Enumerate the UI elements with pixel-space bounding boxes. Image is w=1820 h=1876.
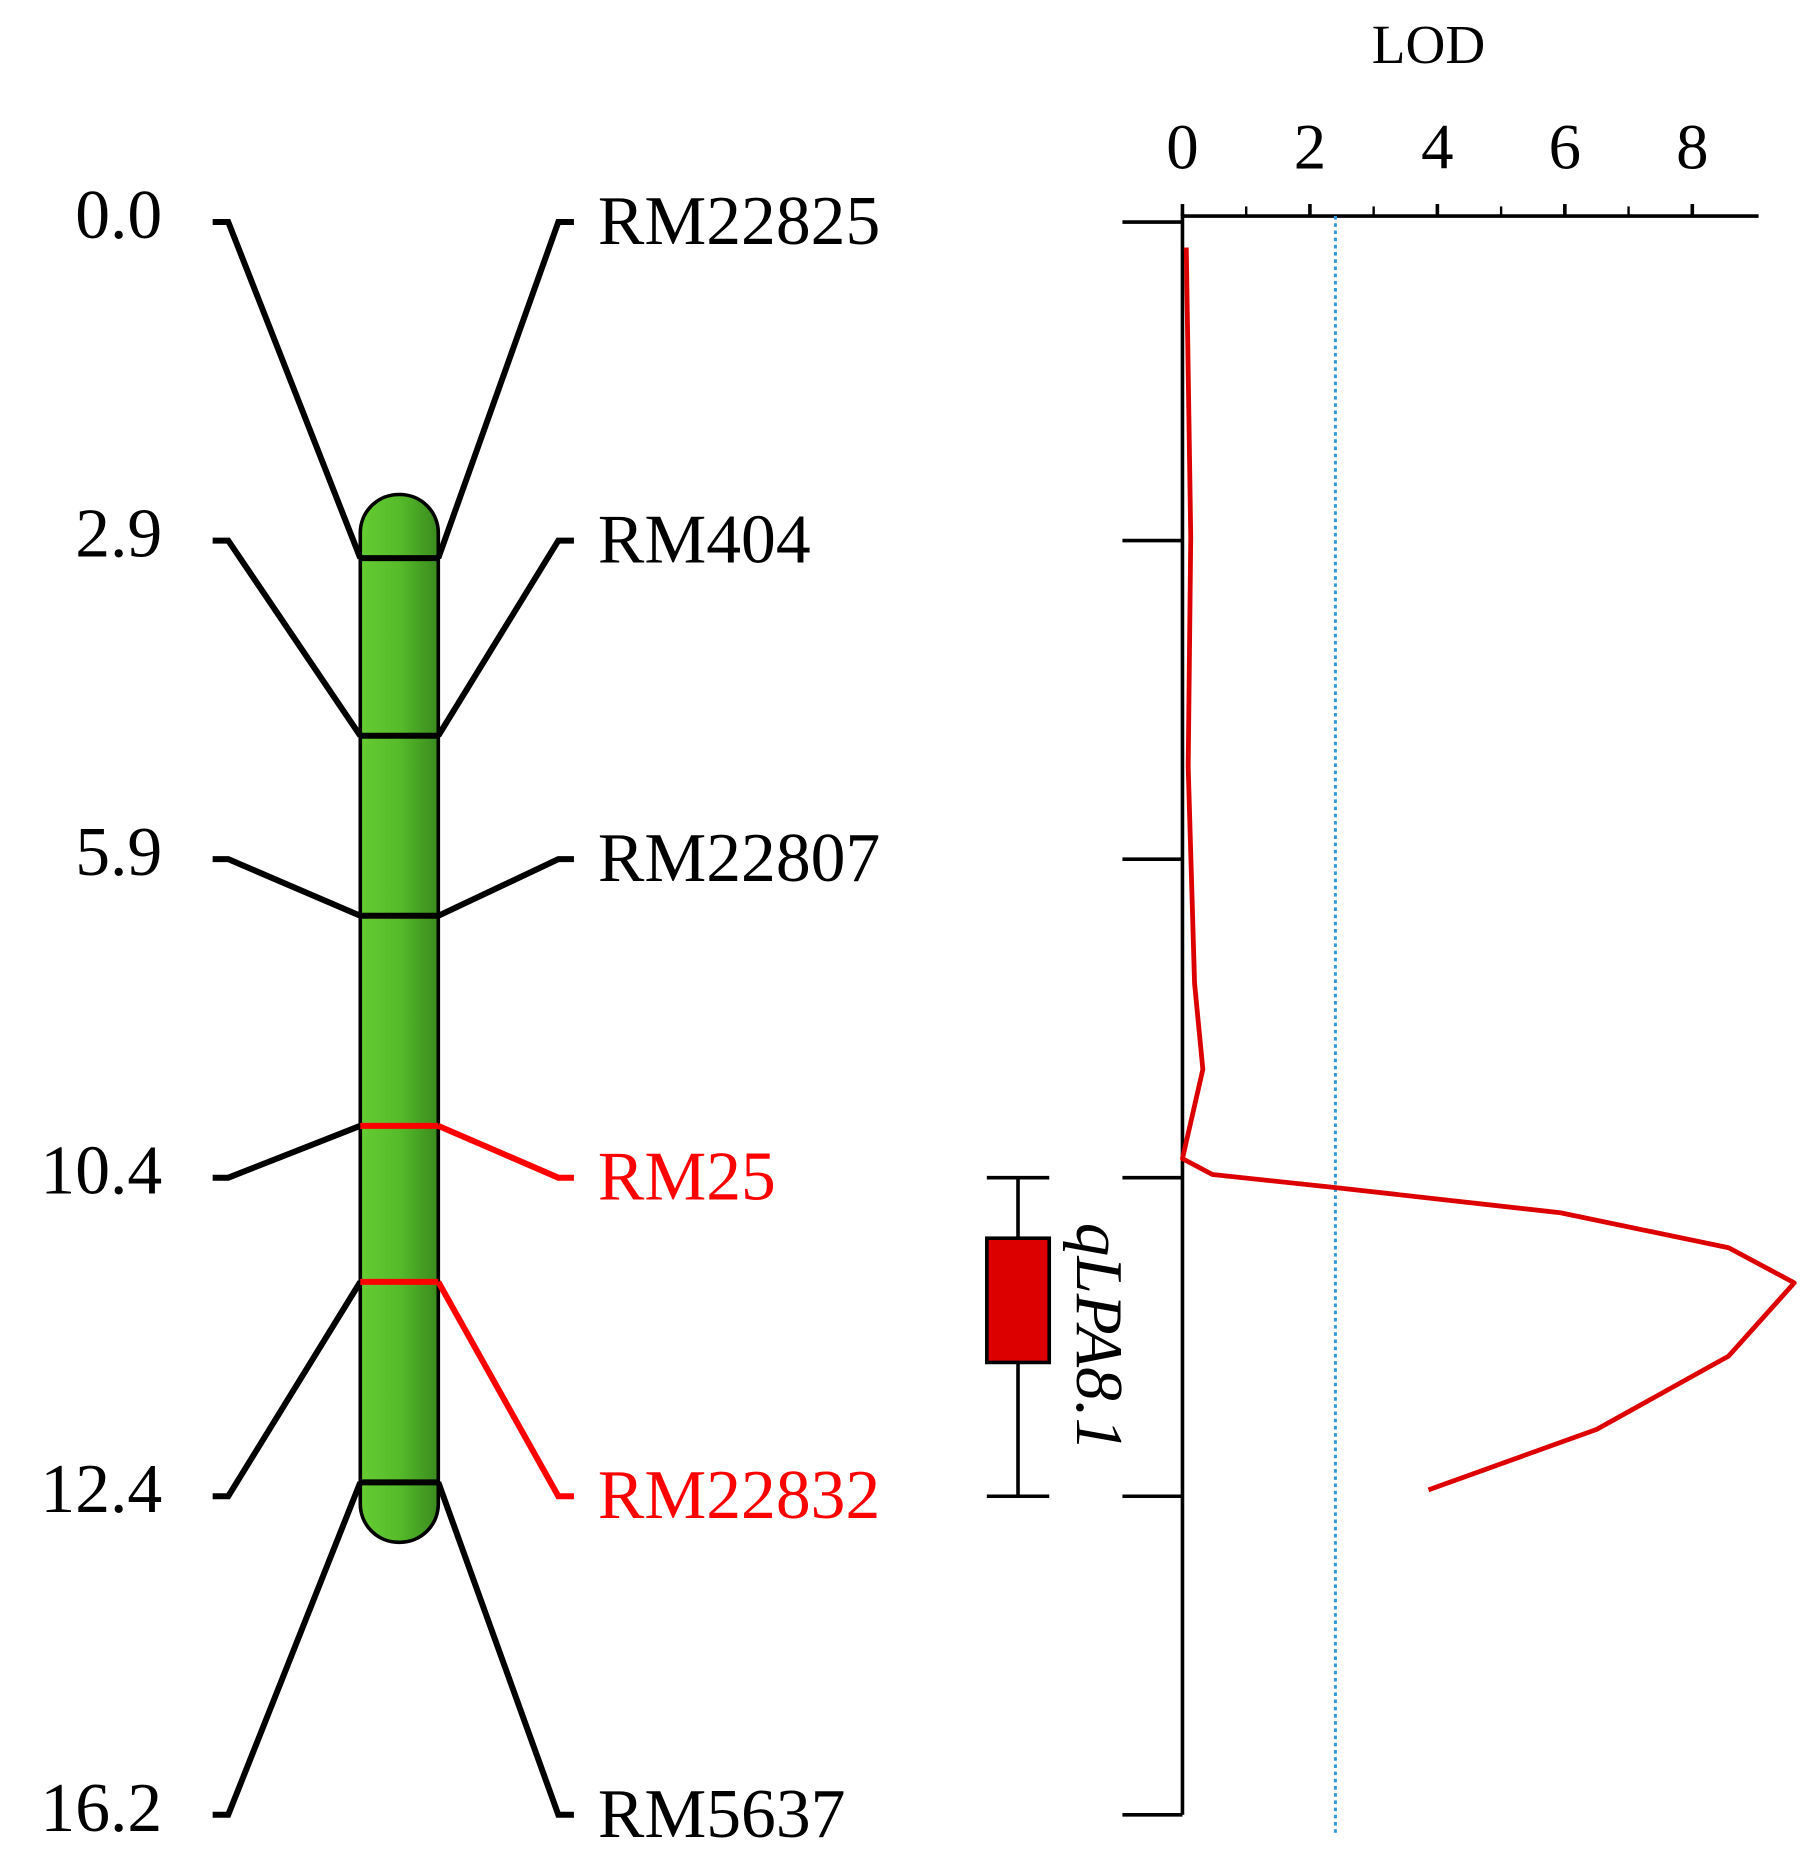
connector-right — [435, 1280, 574, 1500]
x-tick-label: 8 — [1676, 112, 1708, 184]
connector-right — [435, 1481, 574, 1818]
lod-curve — [1180, 247, 1797, 1493]
marker-position: 12.4 — [40, 1451, 162, 1528]
x-tick-label: 2 — [1294, 112, 1326, 184]
connector-left — [212, 1123, 362, 1181]
x-tick-label: 4 — [1421, 112, 1453, 184]
marker-name: RM5637 — [598, 1776, 846, 1853]
connector-left — [212, 856, 362, 919]
marker-name: RM25 — [598, 1139, 776, 1216]
marker-position: 10.4 — [40, 1133, 162, 1210]
connector-left — [212, 219, 364, 560]
connector-left — [212, 1280, 363, 1500]
marker-position: 16.2 — [40, 1770, 162, 1847]
x-tick-label: 6 — [1549, 112, 1581, 184]
marker-name: RM404 — [598, 502, 811, 579]
qtl-box — [985, 1236, 1052, 1365]
connector-right — [435, 537, 574, 738]
marker-position: 5.9 — [75, 814, 162, 891]
connector-right — [437, 856, 574, 919]
qtl-label: qLPA8.1 — [1062, 1223, 1137, 1451]
connector-right — [435, 219, 574, 560]
marker-name: RM22832 — [598, 1457, 880, 1534]
connector-left — [212, 1481, 364, 1818]
marker-position: 2.9 — [75, 496, 162, 573]
marker-name: RM22825 — [598, 183, 880, 260]
chromosome — [358, 492, 441, 1545]
x-axis-label: LOD — [1372, 14, 1485, 75]
marker-name: RM22807 — [598, 820, 880, 897]
x-tick-label: 0 — [1166, 112, 1198, 184]
connector-left — [212, 537, 363, 738]
marker-position: 0.0 — [75, 177, 162, 254]
connector-right — [437, 1123, 574, 1181]
